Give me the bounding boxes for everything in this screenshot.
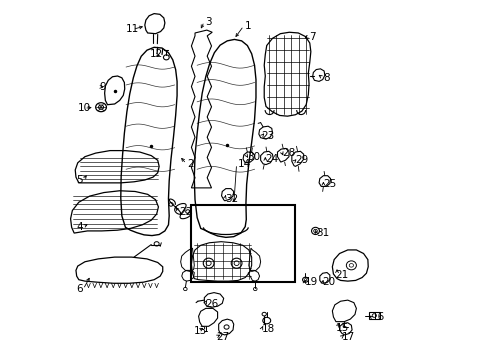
Text: 21: 21 [334,270,347,280]
Bar [190,205,294,282]
Text: 17: 17 [341,332,354,342]
Text: 9: 9 [99,82,106,92]
Text: 10: 10 [78,103,91,113]
Text: 32: 32 [224,194,238,204]
Text: 15: 15 [335,323,348,333]
Text: 12: 12 [149,49,163,59]
Text: 29: 29 [295,155,308,165]
Text: 7: 7 [308,32,315,41]
Text: 25: 25 [323,179,336,189]
Text: 23: 23 [261,131,274,141]
Bar [368,312,379,319]
Text: 6: 6 [76,284,82,294]
Text: 14: 14 [237,159,250,169]
Text: 22: 22 [179,207,192,217]
Text: 18: 18 [261,324,274,334]
Text: 20: 20 [322,277,335,287]
Text: 28: 28 [282,148,295,158]
Text: 11: 11 [126,24,139,35]
Text: 30: 30 [247,152,260,162]
Text: 31: 31 [316,228,329,238]
Text: 27: 27 [215,332,228,342]
Text: 8: 8 [323,73,329,83]
Text: 2: 2 [187,159,193,169]
Text: 16: 16 [371,312,384,322]
Text: 1: 1 [244,21,251,31]
Text: 4: 4 [76,222,82,231]
Text: 3: 3 [204,17,211,27]
Text: 19: 19 [304,277,317,287]
Text: 13: 13 [194,326,207,336]
Text: 24: 24 [265,154,278,164]
Text: 5: 5 [76,175,82,185]
Text: 26: 26 [204,299,218,309]
